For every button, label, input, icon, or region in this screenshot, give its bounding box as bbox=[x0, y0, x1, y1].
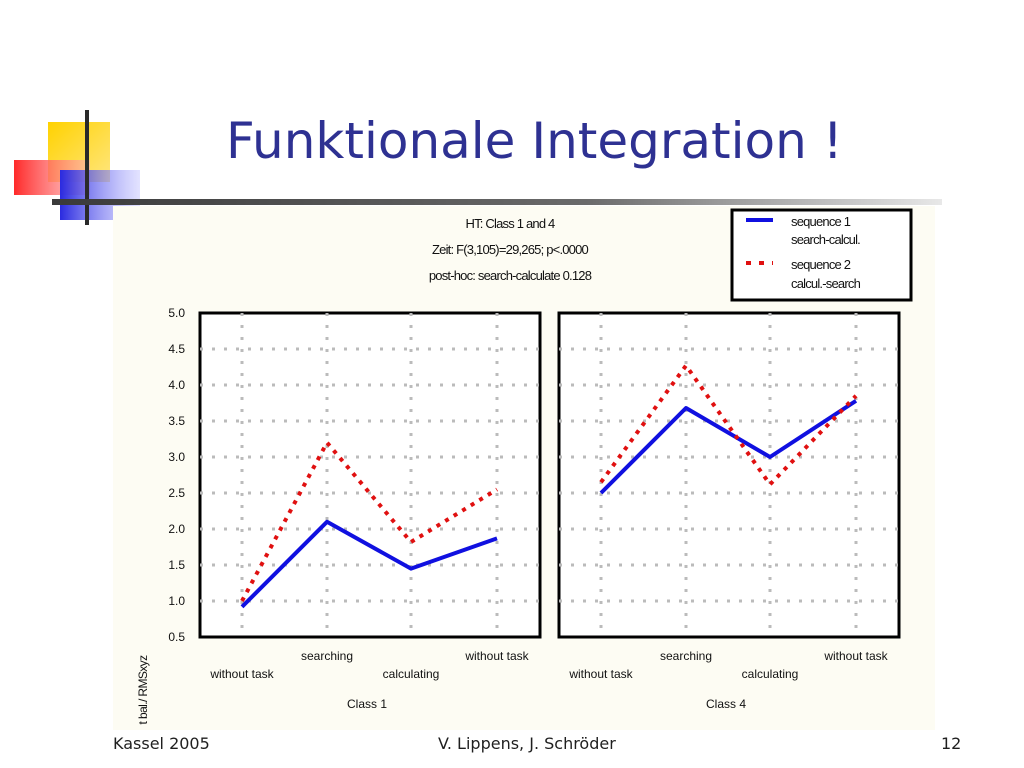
x-tick-label: searching bbox=[660, 649, 712, 663]
y-tick-label: 5.0 bbox=[168, 306, 185, 320]
slide-title: Funktionale Integration ! bbox=[226, 112, 843, 170]
chart: HT: Class 1 and 4 Zeit: F(3,105)=29,265;… bbox=[136, 208, 913, 725]
y-tick-label: 1.0 bbox=[168, 594, 185, 608]
panel-label-class-1: Class 1 bbox=[347, 697, 387, 711]
panel-label-class-4: Class 4 bbox=[706, 697, 746, 711]
x-tick-label: without task bbox=[568, 667, 633, 681]
title-underline bbox=[52, 199, 942, 205]
y-tick-label: 4.5 bbox=[168, 342, 185, 356]
legend-label-series-2-line-2: calcul.-search bbox=[791, 276, 861, 291]
x-tick-label: without task bbox=[823, 649, 888, 663]
y-tick-label: 2.5 bbox=[168, 486, 185, 500]
chart-title-line-1: HT: Class 1 and 4 bbox=[465, 216, 555, 231]
footer-slide-number: 12 bbox=[941, 734, 962, 753]
y-tick-label: 3.5 bbox=[168, 414, 185, 428]
gridlines-class-1 bbox=[200, 313, 540, 637]
legend-label-series-2-line-1: sequence 2 bbox=[791, 257, 851, 272]
series-line-sequence-2-class-4 bbox=[599, 362, 858, 488]
chart-title-line-2: Zeit: F(3,105)=29,265; p<.0000 bbox=[432, 242, 589, 257]
chart-panel-class-1: without task searching calculating witho… bbox=[198, 311, 542, 711]
legend-label-series-1-line-1: sequence 1 bbox=[791, 214, 851, 229]
series-line-sequence-1-class-4 bbox=[599, 399, 858, 495]
gridlines-class-4 bbox=[559, 313, 899, 637]
chart-panel-class-4: without task searching calculating witho… bbox=[557, 311, 901, 711]
plot-frame-class-4 bbox=[557, 311, 901, 639]
chart-panel: HT: Class 1 and 4 Zeit: F(3,105)=29,265;… bbox=[113, 206, 935, 730]
chart-title-line-3: post-hoc: search-calculate 0.128 bbox=[429, 268, 592, 283]
y-tick-labels: 5.0 4.5 4.0 3.5 3.0 2.5 2.0 1.5 1.0 0.5 bbox=[168, 306, 185, 644]
y-tick-label: 1.5 bbox=[168, 558, 185, 572]
x-tick-label: calculating bbox=[742, 667, 799, 681]
y-tick-label: 2.0 bbox=[168, 522, 185, 536]
y-tick-label: 0.5 bbox=[168, 630, 185, 644]
legend-box bbox=[730, 208, 913, 302]
logo-vertical-line bbox=[85, 110, 89, 225]
footer-authors: V. Lippens, J. Schröder bbox=[438, 734, 616, 753]
series-line-sequence-1-class-1 bbox=[240, 519, 498, 609]
chart-legend: sequence 1 search-calcul. sequence 2 cal… bbox=[730, 208, 913, 302]
y-tick-label: 3.0 bbox=[168, 450, 185, 464]
x-tick-label: without task bbox=[464, 649, 529, 663]
y-tick-label: 4.0 bbox=[168, 378, 185, 392]
series-line-sequence-2-class-1 bbox=[240, 439, 499, 602]
plot-frame-class-1 bbox=[198, 311, 542, 639]
x-tick-label: searching bbox=[301, 649, 353, 663]
x-tick-label: without task bbox=[209, 667, 274, 681]
y-axis-label: t bal./ RMSxyz bbox=[136, 655, 150, 725]
legend-label-series-1-line-2: search-calcul. bbox=[791, 232, 860, 247]
x-tick-label: calculating bbox=[383, 667, 440, 681]
footer-location-date: Kassel 2005 bbox=[113, 734, 210, 753]
